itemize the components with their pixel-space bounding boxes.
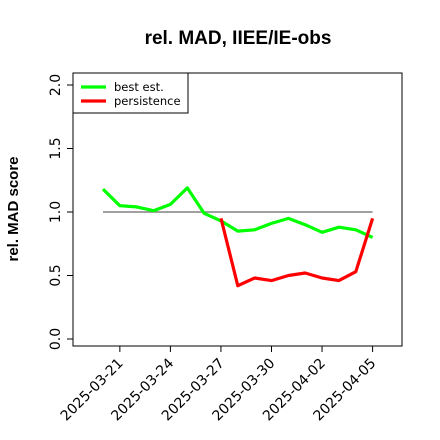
y-tick-label: 1.5 — [48, 137, 64, 159]
y-tick-label: 0.0 — [48, 328, 64, 350]
y-axis: 0.0 0.5 1.0 1.5 2.0 — [48, 74, 73, 350]
y-axis-label: rel. MAD score — [5, 156, 22, 261]
chart-title: rel. MAD, IIEE/IE-obs — [145, 28, 332, 49]
legend-label: best est. — [114, 80, 164, 94]
legend-label: persistence — [114, 94, 181, 108]
x-axis: 2025-03-212025-03-242025-03-272025-03-30… — [58, 345, 379, 424]
legend: best est.persistence — [72, 72, 189, 114]
y-tick-label: 1.0 — [48, 201, 64, 223]
series-line-1 — [219, 217, 375, 288]
series-layer — [101, 186, 375, 288]
legend-box — [72, 72, 189, 114]
series-line-0 — [101, 186, 374, 239]
plot-frame — [72, 72, 403, 347]
y-tick-label: 0.5 — [48, 264, 64, 286]
y-tick-label: 2.0 — [48, 74, 64, 96]
